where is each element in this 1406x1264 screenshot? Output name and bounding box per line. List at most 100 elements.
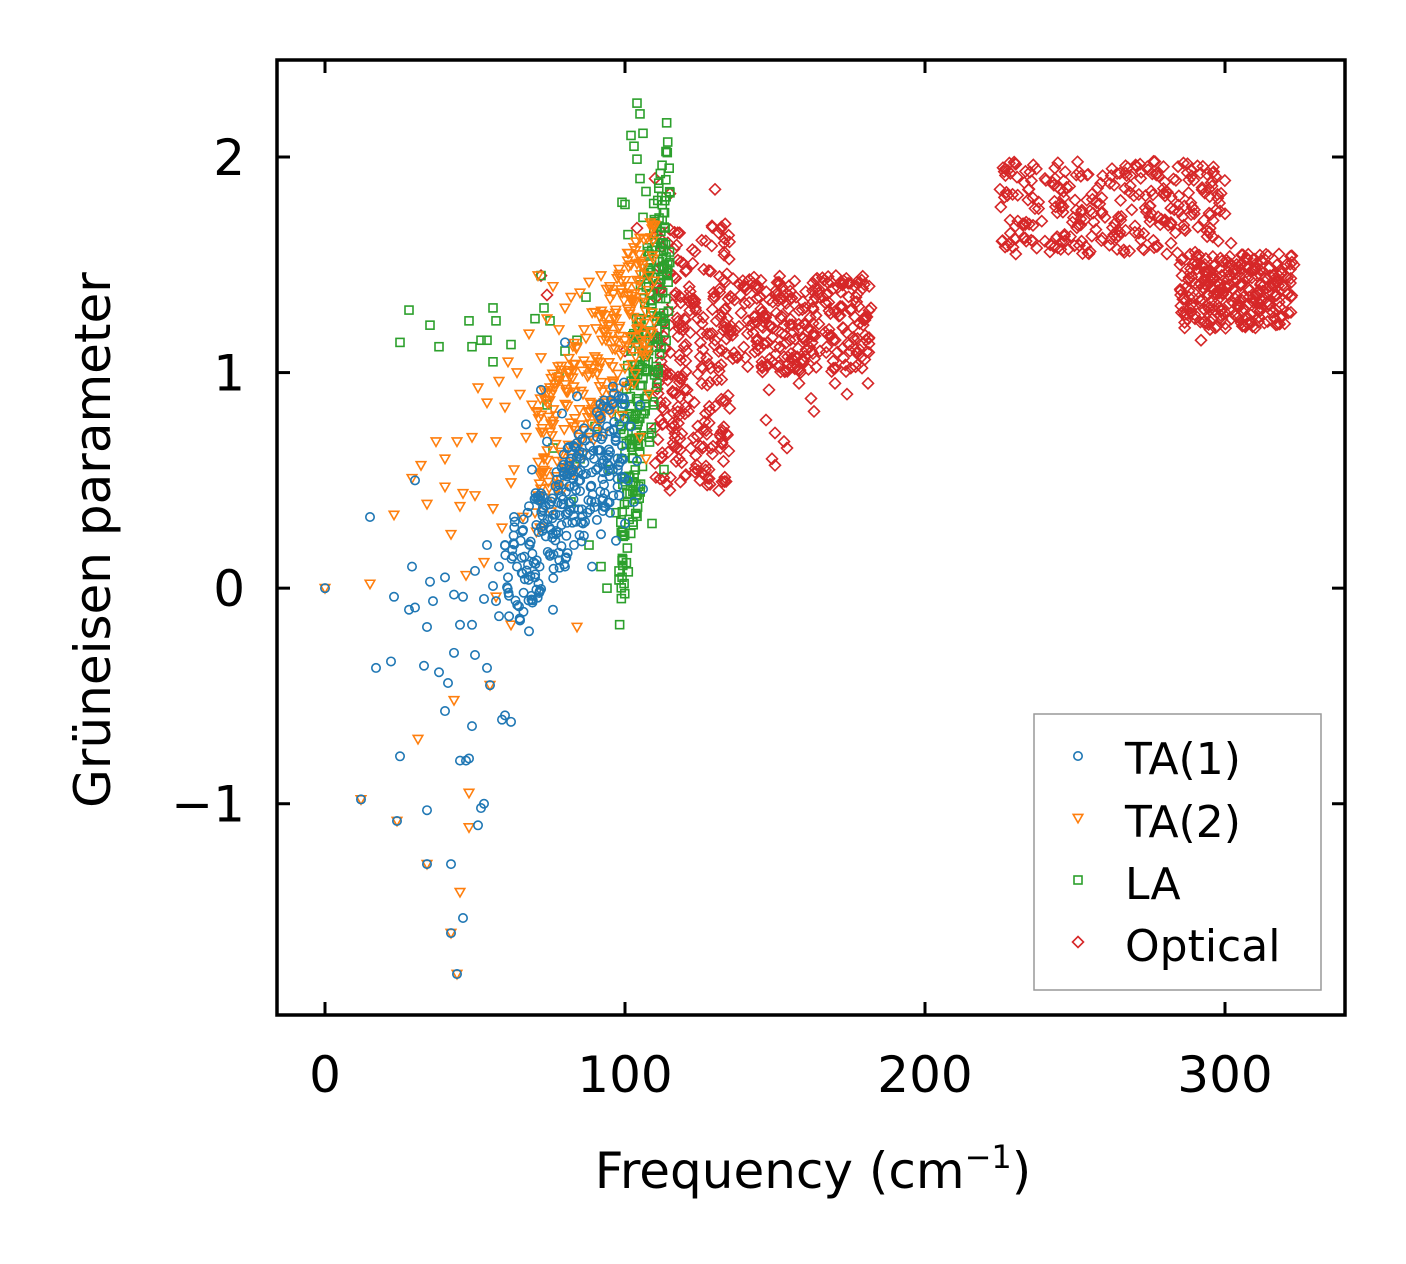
point-ta2 [646,308,659,320]
point-ta1 [445,859,456,870]
point-optical [1236,248,1250,262]
point-ta1 [508,530,519,541]
point-optical [1248,252,1262,266]
point-optical [782,279,796,293]
point-optical [703,404,717,418]
point-la [614,619,625,630]
point-la [434,341,444,352]
point-la [647,518,657,529]
point-ta2 [636,297,650,309]
point-la [651,382,662,392]
point-optical [1180,157,1195,171]
point-la [617,197,627,208]
point-ta1 [604,507,615,518]
point-optical [1200,224,1214,238]
point-ta1 [364,512,375,523]
point-optical [1204,293,1219,308]
point-ta2 [456,488,470,500]
point-la [635,479,646,489]
point-ta1 [409,602,420,613]
point-optical [1181,186,1196,200]
point-ta2 [559,399,572,411]
point-optical [671,226,685,240]
point-ta1 [442,678,453,689]
y-tick-label: 2 [213,129,245,187]
point-la [617,572,627,583]
point-optical [822,322,836,337]
point-la [644,432,654,443]
point-optical [1085,192,1100,206]
point-optical [831,280,845,294]
point-optical [1146,188,1160,202]
point-optical [737,340,751,354]
point-optical [788,332,802,346]
point-la [618,531,629,542]
point-optical [1287,258,1301,272]
point-ta2 [617,295,631,307]
point-optical [1071,218,1085,232]
point-optical [1068,193,1082,207]
point-optical [734,306,748,320]
point-ta1 [575,475,586,486]
point-ta1 [628,496,639,507]
x-tick-labels: 0 100 200 300 [309,1046,1273,1104]
point-optical [1048,171,1062,186]
point-optical [1224,294,1239,308]
point-ta2 [603,281,617,293]
point-la [596,561,606,572]
point-la [626,346,636,356]
point-ta2 [459,570,473,582]
point-optical [1075,203,1089,217]
point-optical [698,406,713,421]
point-optical [792,317,806,331]
point-optical [686,431,701,445]
point-ta1 [561,530,572,541]
point-optical [1238,310,1253,325]
point-optical [805,335,819,350]
point-optical [1047,194,1062,209]
point-optical [683,303,697,318]
point-la [623,229,633,240]
point-ta1 [457,591,468,602]
point-optical [783,333,797,347]
point-la [581,292,591,302]
point-ta1 [439,572,450,583]
point-ta2 [590,369,604,380]
point-ta1 [556,408,567,419]
point-optical [1043,238,1057,252]
point-ta2 [542,477,555,489]
point-ta1 [511,561,522,572]
point-optical [1204,315,1218,329]
point-optical [1059,180,1074,194]
point-ta1 [589,496,600,507]
point-ta1 [612,464,623,475]
point-ta2 [611,369,624,381]
point-optical [819,345,833,360]
point-optical [1178,315,1192,330]
point-ta1 [603,466,614,477]
point-optical [663,223,677,237]
point-optical [1026,191,1040,205]
point-optical [830,305,845,319]
point-ta2 [585,404,599,416]
legend-marker-shape [1073,750,1084,761]
point-optical [714,220,729,234]
point-optical [697,262,711,276]
point-la [660,223,670,233]
point-ta1 [558,459,569,470]
point-ta1 [586,561,597,572]
point-optical [759,308,773,322]
point-optical [1018,164,1033,179]
point-ta2 [545,373,558,385]
point-optical [1017,230,1031,245]
point-ta1 [574,486,585,497]
point-la [639,408,649,419]
legend-marker-shape [1071,813,1085,825]
point-optical [1267,278,1281,293]
point-optical [1284,305,1298,320]
point-optical [1242,290,1256,304]
point-optical [741,359,755,374]
point-ta2 [625,359,639,371]
point-ta1 [454,619,465,630]
point-ta2 [471,383,485,395]
